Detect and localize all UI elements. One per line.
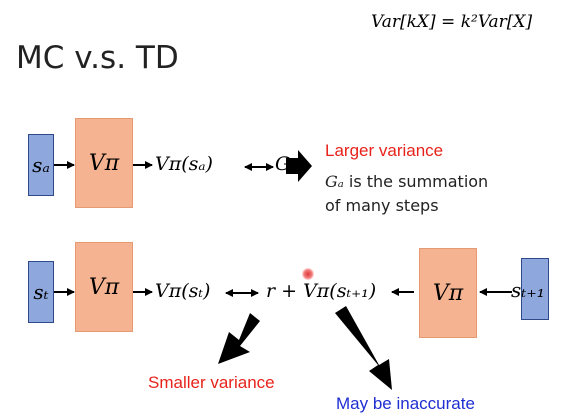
summation-note-text: is the summation (343, 172, 489, 191)
network-label-mc: Vπ (88, 150, 120, 176)
variance-formula: Var[kX] = k²Var[X] (371, 12, 533, 32)
state-box-st1 (521, 258, 549, 320)
mc-target-return: Gₐ (275, 153, 298, 175)
summation-note-var: Gₐ (325, 172, 344, 191)
pointer-dot (302, 268, 314, 280)
network-label-td: Vπ (88, 274, 120, 300)
value-network-box-mc: Vπ (75, 118, 133, 208)
arrow-to-may-be-inaccurate (335, 306, 392, 390)
smaller-variance-label: Smaller variance (148, 373, 275, 392)
state-box-st: sₜ (28, 261, 54, 323)
summation-note-line2: of many steps (325, 196, 439, 215)
td-target-value: r + Vπ(sₜ₊₁) (266, 280, 377, 302)
summation-note-line1: Gₐ is the summation (325, 170, 488, 194)
slide-title: MC v.s. TD (16, 40, 179, 76)
value-network-box-td: Vπ (75, 242, 133, 332)
state-sa-label: sₐ (32, 153, 50, 177)
may-be-inaccurate-label: May be inaccurate (336, 394, 475, 413)
mc-output-value: Vπ(sₐ) (155, 153, 213, 175)
value-network-box-next: Vπ (419, 248, 477, 338)
state-st1-label: sₜ₊₁ (511, 278, 545, 302)
state-st-label: sₜ (33, 280, 49, 304)
larger-variance-label: Larger variance (325, 141, 444, 160)
td-output-value: Vπ(sₜ) (155, 280, 211, 302)
big-right-arrow (286, 150, 312, 182)
network-label-next: Vπ (432, 280, 464, 306)
arrow-to-smaller-variance (218, 313, 260, 364)
state-box-sa: sₐ (28, 134, 54, 196)
summation-note: Gₐ is the summation of many steps (325, 170, 488, 218)
